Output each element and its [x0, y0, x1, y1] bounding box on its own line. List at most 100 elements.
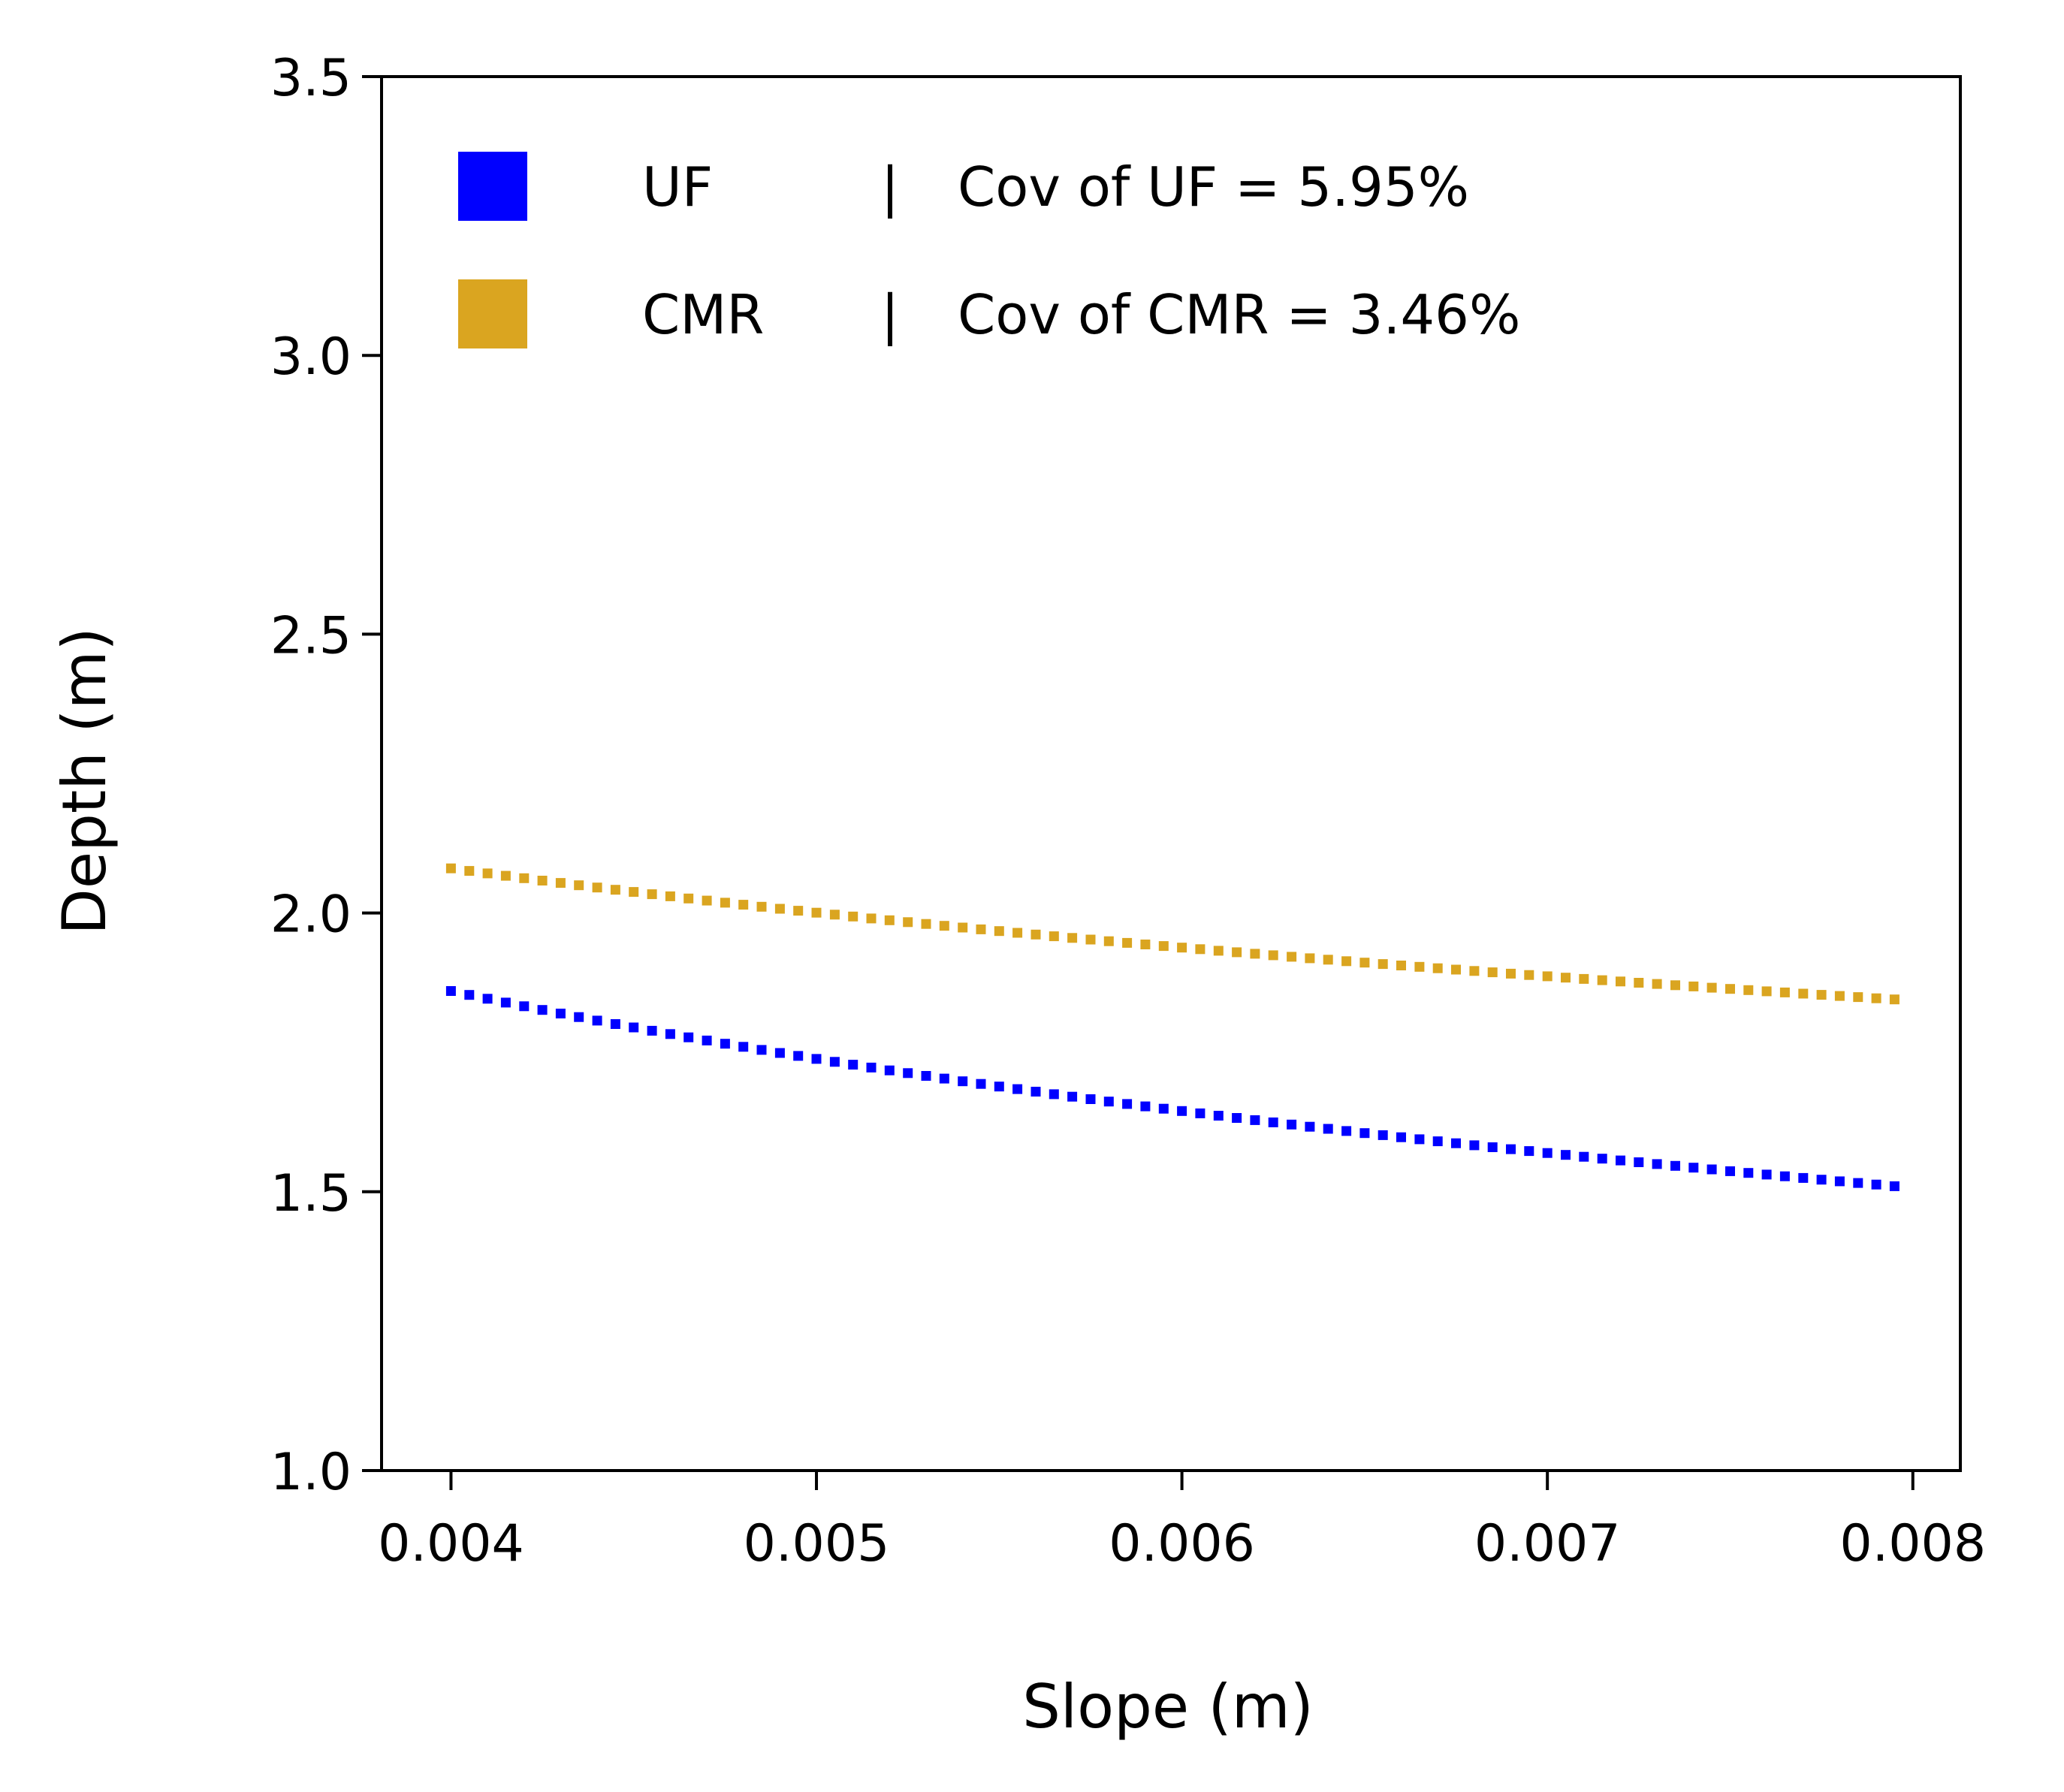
data-point-uf — [1287, 1119, 1297, 1130]
x-tick-label: 0.006 — [1109, 1514, 1255, 1573]
data-point-cmr — [1085, 934, 1096, 945]
data-point-uf — [1030, 1087, 1041, 1097]
data-point-cmr — [1432, 963, 1443, 973]
data-point-uf — [1012, 1084, 1023, 1094]
x-tick-label: 0.004 — [378, 1514, 524, 1573]
data-point-cmr — [1049, 931, 1059, 942]
data-point-uf — [519, 1001, 530, 1012]
data-point-cmr — [537, 876, 548, 885]
data-point-uf — [939, 1073, 949, 1084]
data-point-uf — [903, 1068, 913, 1079]
data-point-cmr — [1103, 936, 1114, 946]
data-point-cmr — [1816, 990, 1827, 1000]
data-point-uf — [793, 1051, 804, 1061]
data-point-uf — [1743, 1168, 1754, 1178]
data-point-cmr — [1542, 971, 1553, 982]
data-point-uf — [1158, 1103, 1169, 1114]
data-point-uf — [1889, 1181, 1900, 1191]
data-point-cmr — [555, 878, 566, 888]
data-point-uf — [1232, 1113, 1242, 1123]
data-point-cmr — [1743, 985, 1754, 995]
data-point-cmr — [1616, 976, 1625, 987]
data-point-cmr — [1798, 988, 1809, 999]
legend-note-cmr: Cov of CMR = 3.46% — [958, 283, 1520, 346]
data-point-uf — [811, 1054, 822, 1064]
data-point-uf — [958, 1076, 968, 1087]
y-tick-label: 2.5 — [270, 606, 352, 665]
data-point-cmr — [1396, 961, 1406, 970]
y-tick-label: 3.5 — [270, 49, 352, 108]
legend-entry-cmr: CMR | Cov of CMR = 3.46% — [458, 279, 1520, 348]
data-point-uf — [1195, 1108, 1206, 1118]
data-point-uf — [1816, 1175, 1827, 1185]
data-point-uf — [1103, 1097, 1114, 1107]
data-point-uf — [665, 1029, 675, 1039]
data-point-uf — [1487, 1142, 1498, 1152]
data-point-uf — [1652, 1159, 1662, 1169]
data-point-cmr — [1232, 947, 1242, 958]
x-axis: 0.004 0.005 0.006 0.007 0.008 — [378, 1471, 1986, 1573]
data-point-uf — [1506, 1144, 1516, 1154]
data-point-uf — [720, 1039, 730, 1049]
data-point-cmr — [1122, 937, 1133, 948]
data-point-cmr — [1834, 991, 1845, 1001]
data-point-cmr — [1341, 956, 1352, 967]
data-point-cmr — [500, 870, 511, 881]
legend-label-uf: UF — [642, 155, 713, 219]
data-point-cmr — [1487, 967, 1498, 978]
data-point-cmr — [1524, 970, 1534, 980]
data-point-cmr — [1287, 952, 1297, 962]
data-point-cmr — [884, 915, 895, 925]
data-point-cmr — [793, 906, 804, 916]
data-point-uf — [756, 1045, 767, 1055]
data-point-uf — [1798, 1172, 1809, 1183]
data-point-uf — [1140, 1101, 1151, 1112]
x-tick-label: 0.007 — [1474, 1514, 1621, 1573]
data-point-cmr — [1195, 944, 1206, 955]
data-point-uf — [1122, 1099, 1133, 1109]
data-point-cmr — [1177, 943, 1187, 953]
data-point-cmr — [903, 917, 913, 928]
x-tick-label: 0.008 — [1839, 1514, 1986, 1573]
data-point-cmr — [1469, 966, 1480, 976]
data-point-cmr — [1871, 993, 1881, 1003]
data-point-cmr — [1889, 994, 1900, 1005]
data-point-cmr — [958, 922, 968, 933]
data-point-cmr — [1140, 940, 1151, 949]
data-point-uf — [866, 1062, 877, 1072]
data-point-cmr — [1779, 987, 1790, 997]
data-point-uf — [702, 1035, 712, 1045]
data-point-uf — [1524, 1146, 1534, 1157]
data-point-cmr — [1561, 973, 1571, 983]
data-point-cmr — [1268, 950, 1278, 961]
data-point-cmr — [1012, 928, 1023, 938]
data-point-cmr — [720, 898, 730, 908]
data-point-cmr — [592, 882, 602, 893]
data-point-uf — [1761, 1169, 1772, 1180]
data-point-uf — [1305, 1121, 1315, 1132]
data-point-uf — [1597, 1154, 1607, 1164]
data-point-uf — [1688, 1163, 1699, 1173]
data-point-uf — [1779, 1171, 1790, 1181]
data-point-cmr — [1359, 958, 1370, 968]
data-point-cmr — [1067, 933, 1078, 943]
data-point-cmr — [848, 911, 858, 922]
data-point-uf — [1268, 1117, 1278, 1127]
data-point-cmr — [1597, 975, 1607, 985]
data-point-cmr — [445, 863, 456, 873]
legend-swatch-cmr — [458, 279, 527, 348]
data-point-cmr — [647, 889, 657, 900]
data-point-cmr — [994, 926, 1004, 937]
data-point-uf — [647, 1025, 657, 1036]
y-tick-label: 1.0 — [270, 1443, 352, 1502]
legend-label-cmr: CMR — [642, 283, 764, 346]
data-point-uf — [537, 1005, 548, 1015]
data-point-uf — [1469, 1140, 1480, 1151]
data-point-uf — [1250, 1115, 1260, 1125]
data-point-uf — [976, 1079, 986, 1089]
data-point-cmr — [1725, 984, 1735, 994]
y-tick-label: 3.0 — [270, 327, 352, 387]
data-point-uf — [1378, 1130, 1388, 1140]
data-point-cmr — [1688, 981, 1699, 991]
y-axis: 1.0 1.5 2.0 2.5 3.0 3.5 — [270, 49, 382, 1502]
